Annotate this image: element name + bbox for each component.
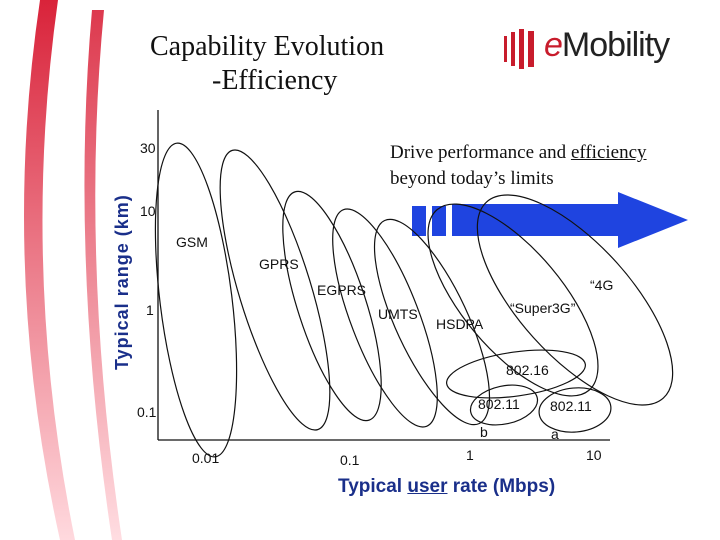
logo-name: Mobility — [561, 26, 670, 64]
decor-swoosh-left-1 — [24, 0, 75, 540]
performance-arrow — [412, 192, 688, 248]
logo-prefix: e — [544, 26, 563, 64]
hsdpa-label: HSDPA — [436, 316, 484, 332]
egprs-label: EGPRS — [317, 282, 367, 298]
super3g-label: “Super3G” — [510, 300, 576, 316]
emobility-logo: eMobility — [544, 26, 670, 65]
title-line-1: Capability Evolution — [150, 31, 385, 62]
x-tick-0-1: 0.1 — [340, 452, 360, 468]
title-line-2: -Efficiency — [212, 65, 338, 96]
y-axis-label: Typical range (km) — [112, 194, 132, 370]
wimax-label: 802.16 — [506, 362, 549, 378]
gprs-ellipse — [219, 149, 331, 431]
wifi-a-ellipse — [538, 387, 612, 433]
gsm-ellipse — [154, 142, 238, 458]
callout-emphasis: efficiency — [570, 142, 647, 163]
y-tick-10: 10 — [140, 203, 156, 219]
4g-label: “4G — [590, 277, 614, 293]
y-tick-0-1: 0.1 — [137, 404, 157, 420]
y-tick-30: 30 — [140, 140, 156, 156]
x-axis-label-underlined: user — [407, 476, 448, 497]
x-tick-0-01: 0.01 — [192, 450, 220, 466]
egprs-ellipse — [282, 190, 382, 422]
umts-label: UMTS — [378, 306, 418, 322]
wifi-b-suffix: b — [480, 424, 488, 440]
x-tick-1: 1 — [466, 447, 474, 463]
gsm-label: GSM — [176, 234, 208, 250]
wifi-a-suffix: a — [551, 426, 559, 442]
super3g-ellipse — [427, 203, 599, 397]
x-axis-label-post: rate (Mbps) — [447, 476, 556, 497]
x-tick-10: 10 — [586, 447, 602, 463]
gprs-label: GPRS — [259, 256, 299, 272]
wifi-b-ellipse — [469, 384, 539, 426]
decor-swoosh-left-2 — [84, 10, 122, 540]
x-axis-label: Typical user rate (Mbps) — [338, 476, 555, 498]
wifi-b-label: 802.11 — [478, 396, 520, 412]
slide-title: Capability Evolution -Efficiency — [150, 30, 450, 98]
4g-ellipse — [476, 194, 674, 406]
wimax-ellipse — [446, 349, 586, 399]
callout-text: Drive performance and efficiency beyond … — [390, 140, 720, 192]
x-axis-label-pre: Typical — [338, 476, 408, 497]
hsdpa-ellipse — [373, 218, 491, 426]
umts-ellipse — [332, 208, 438, 428]
y-tick-1: 1 — [146, 302, 154, 318]
callout-line-1: Drive performance and — [390, 142, 567, 163]
callout-line-2: beyond today’s limits — [390, 168, 554, 189]
wifi-a-label: 802.11 — [550, 398, 592, 414]
logo-mark — [504, 29, 534, 69]
